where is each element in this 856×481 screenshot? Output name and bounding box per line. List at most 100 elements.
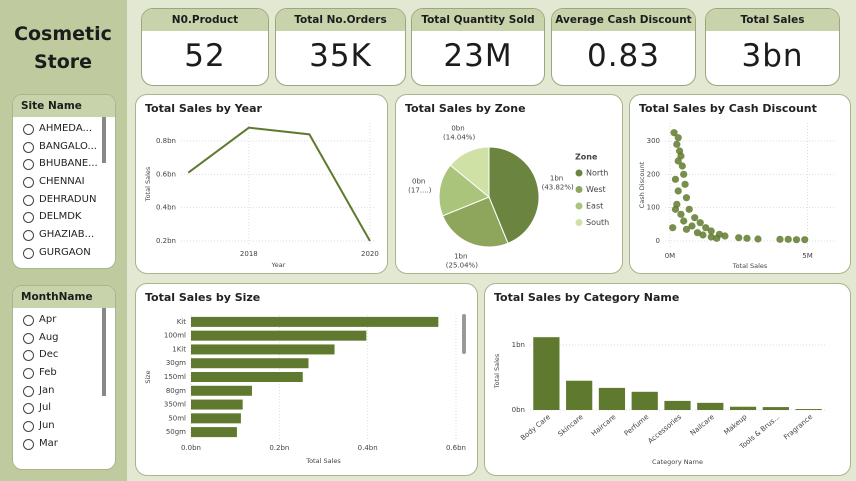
data-label: 1bn (25.04%) <box>446 253 478 270</box>
y-tick-label: 0.8bn <box>156 137 176 145</box>
radio[interactable] <box>23 332 34 344</box>
panel: Total Sales by Cash Discount 0 100 200 300 0M… <box>629 94 851 274</box>
bar <box>191 372 303 382</box>
bar <box>664 400 691 410</box>
bar <box>533 337 560 410</box>
y-tick-label: 100ml <box>164 332 186 340</box>
kpi-value: 23M <box>443 38 513 74</box>
app-title: Cosmetic Store <box>14 23 112 73</box>
slicer-item[interactable]: Aug <box>13 329 115 347</box>
data-label-line: (14.04%) <box>443 134 475 142</box>
data-label-line: (43.82%) <box>542 183 574 191</box>
chart: Total Sales by Cash Discount 0 100 200 300 0M… <box>638 102 835 270</box>
radio[interactable] <box>23 421 34 433</box>
y-tick-label: 300 <box>647 137 660 145</box>
item-label: DEHRADUN <box>39 193 97 205</box>
slicer-item[interactable]: BANGALO... <box>13 138 115 156</box>
kpi-label: Total No.Orders <box>276 9 405 31</box>
slicer-item[interactable]: DEHRADUN <box>13 191 115 209</box>
bar <box>191 344 335 355</box>
y-tick-label: 50gm <box>166 428 186 436</box>
slicer-item[interactable]: AHMEDA... <box>13 120 115 138</box>
point <box>673 140 681 148</box>
point <box>671 205 680 213</box>
y-tick-label: Kit <box>177 318 187 326</box>
point <box>696 219 704 227</box>
point <box>743 234 751 242</box>
radio[interactable] <box>23 159 34 171</box>
point <box>688 222 696 230</box>
slicer-item[interactable]: Feb <box>13 364 115 382</box>
line <box>187 126 371 242</box>
slicer-item[interactable]: GHAZIAB... <box>13 226 115 244</box>
radio[interactable] <box>23 385 34 397</box>
x-axis-title: Category Name <box>652 458 703 466</box>
point <box>682 225 691 233</box>
radio[interactable] <box>23 438 34 450</box>
data-label: 1bn (43.82%) <box>542 174 574 191</box>
item-label: Jun <box>39 420 55 432</box>
chart: Total Sales by Size 0.0bn 0.2bn 0.4bn 0.6bn T… <box>144 291 466 465</box>
radio[interactable] <box>23 124 34 135</box>
point <box>682 194 691 202</box>
chart-title: Total Sales by Size <box>145 291 260 304</box>
y-axis-title: Cash Discount <box>638 161 646 208</box>
point <box>776 235 784 243</box>
y-axis-title: Total Sales <box>144 166 152 202</box>
radio[interactable] <box>23 368 34 380</box>
radio[interactable] <box>23 212 34 224</box>
point <box>671 175 680 183</box>
kpi-card: N0.Product 52 <box>141 8 269 86</box>
item-label: Mar <box>39 437 58 449</box>
item-label: CHENNAI <box>39 176 85 188</box>
y-tick-label: 30gm <box>166 359 186 367</box>
slicer-item[interactable]: Jun <box>13 417 115 435</box>
point <box>678 162 686 170</box>
x-tick-label: 5M <box>802 252 813 260</box>
radio[interactable] <box>23 315 34 326</box>
panel: Total Sales by Category Name 0bn 1bn Catego… <box>484 283 851 476</box>
slicer-item[interactable]: Dec <box>13 346 115 364</box>
y-tick-label: 80gm <box>166 387 186 395</box>
bar <box>598 387 626 410</box>
legend-label: North <box>586 169 608 178</box>
bar <box>697 402 724 410</box>
point <box>699 231 707 239</box>
kpi-label: Average Cash Discount <box>552 9 695 31</box>
radio[interactable] <box>23 194 34 206</box>
slicer-item[interactable]: DELMDK <box>13 208 115 226</box>
slicer-item[interactable]: GURGAON <box>13 244 115 262</box>
radio[interactable] <box>23 247 34 259</box>
slicer-item[interactable]: Jan <box>13 382 115 400</box>
radio[interactable] <box>23 403 34 415</box>
legend-marker <box>575 169 583 177</box>
radio[interactable] <box>23 350 34 362</box>
x-tick-label: Perfume <box>623 413 651 438</box>
data-label-line: 1bn <box>550 174 566 182</box>
slicer-item[interactable]: Jul <box>13 399 115 417</box>
radio[interactable] <box>23 230 34 242</box>
y-tick-label: 50ml <box>168 414 186 422</box>
y-tick-label: 1Kit <box>172 345 186 353</box>
radio[interactable] <box>23 177 34 189</box>
point <box>691 214 699 222</box>
point <box>707 233 715 241</box>
bar <box>795 409 822 410</box>
slicer-item[interactable]: BHUBANE... <box>13 155 115 173</box>
x-tick-label: Nailcare <box>689 413 716 438</box>
bar <box>191 358 309 369</box>
x-tick-label: Skincare <box>557 413 585 438</box>
bar <box>631 391 658 410</box>
y-tick-label: 0bn <box>512 406 525 414</box>
bar <box>191 413 241 424</box>
slicer-item[interactable]: Apr <box>13 311 115 329</box>
slicer-item[interactable]: CHENNAI <box>13 173 115 191</box>
kpi-value: 35K <box>309 38 372 74</box>
point <box>674 134 682 142</box>
kpi-card: Average Cash Discount 0.83 <box>551 8 696 86</box>
y-tick-label: 0 <box>656 237 660 245</box>
slicer-item[interactable]: Mar <box>13 435 115 453</box>
point <box>680 217 688 225</box>
radio[interactable] <box>23 141 34 153</box>
item-label: GURGAON <box>39 246 91 258</box>
